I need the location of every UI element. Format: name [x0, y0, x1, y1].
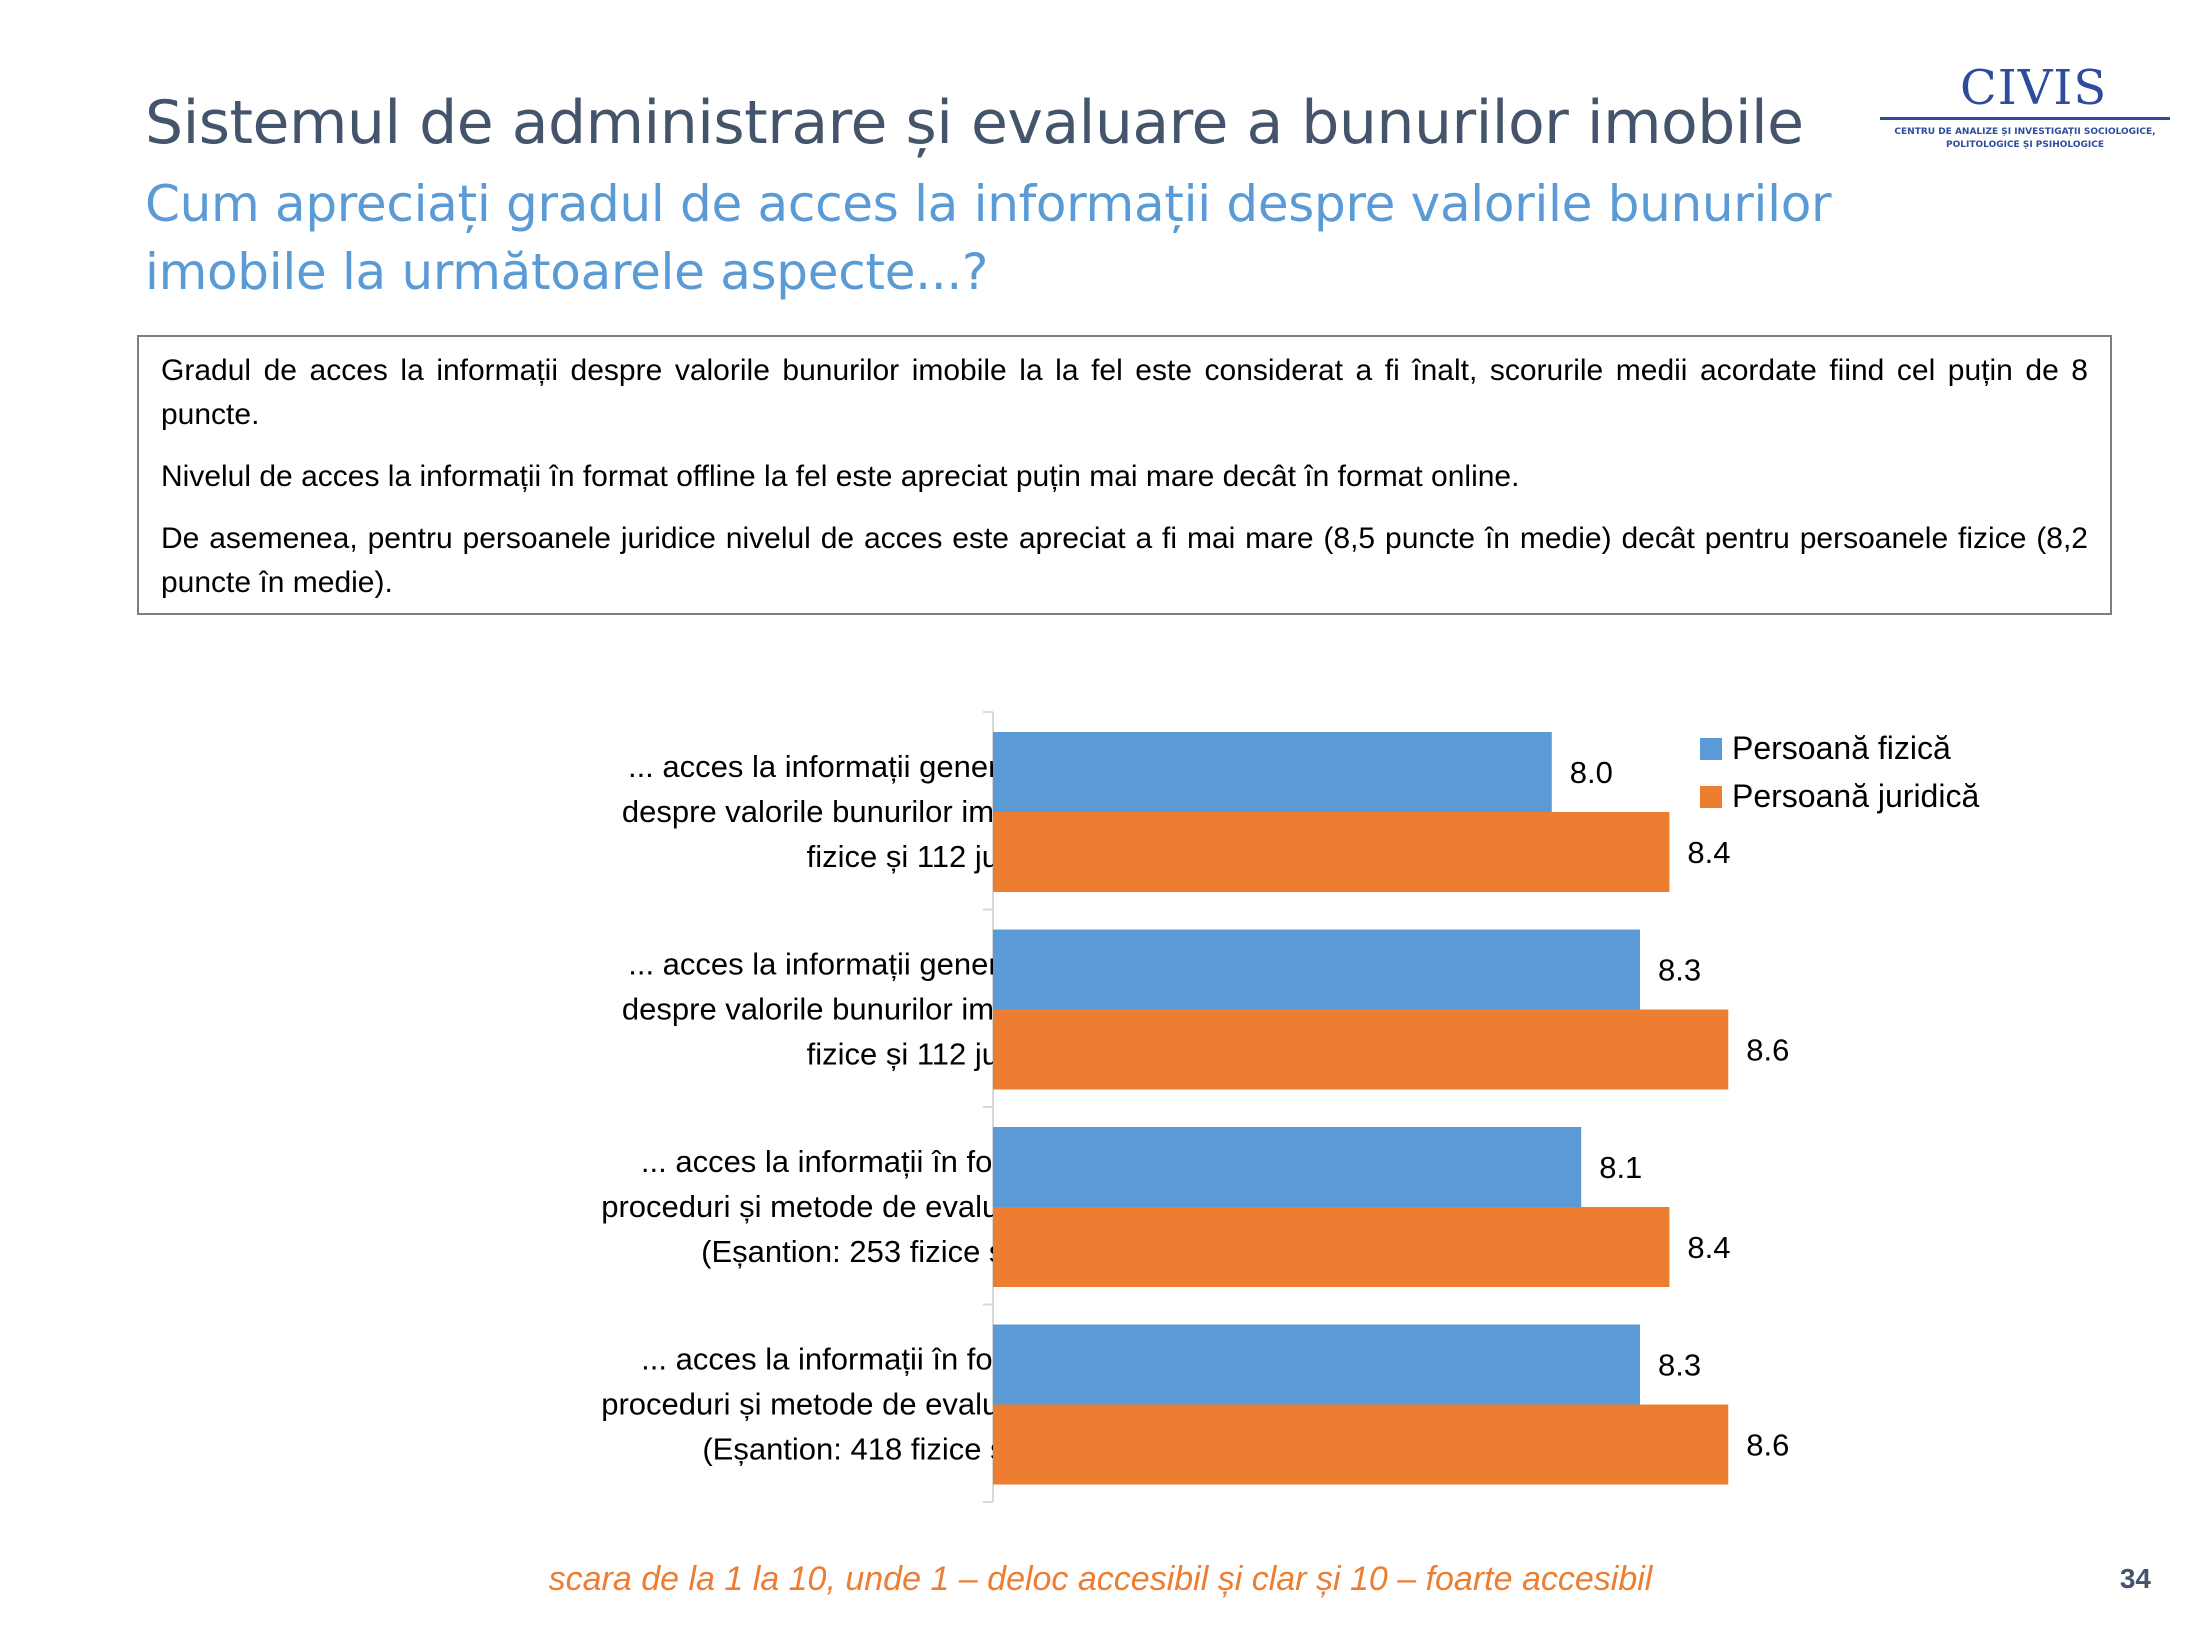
civis-logo: CIVIS CENTRU DE ANALIZE ȘI INVESTIGAȚII … — [1880, 60, 2170, 160]
data-label: 8.3 — [1658, 1348, 1701, 1383]
bar-fizica — [993, 732, 1552, 812]
data-label: 8.6 — [1746, 1428, 1789, 1463]
data-label: 8.6 — [1746, 1033, 1789, 1068]
bar-juridica — [993, 1207, 1670, 1287]
bar-chart: ... acces la informații generale în form… — [601, 711, 1979, 1503]
bar-fizica — [993, 1324, 1641, 1405]
summary-box: Gradul de acces la informații despre val… — [137, 335, 2112, 615]
data-label: 8.4 — [1687, 835, 1730, 870]
legend-label: Persoană fizică — [1732, 730, 1951, 766]
legend-swatch — [1700, 786, 1722, 808]
legend-label: Persoană juridică — [1732, 778, 1979, 814]
summary-paragraph-1: Gradul de acces la informații despre val… — [161, 354, 2088, 431]
logo-subtitle: CENTRU DE ANALIZE ȘI INVESTIGAȚII SOCIOL… — [1880, 126, 2170, 152]
data-label: 8.1 — [1599, 1150, 1642, 1185]
legend-swatch — [1700, 738, 1722, 760]
logo-subtitle-line1: CENTRU DE ANALIZE ȘI INVESTIGAȚII SOCIOL… — [1894, 127, 2156, 137]
data-label: 8.0 — [1570, 755, 1613, 790]
summary-paragraph-3: De asemenea, pentru persoanele juridice … — [161, 522, 2088, 599]
bar-juridica — [993, 1404, 1729, 1485]
slide-title: Sistemul de administrare și evaluare a b… — [145, 88, 1804, 158]
bar-juridica — [993, 812, 1670, 892]
logo-wordmark: CIVIS — [1960, 60, 2108, 116]
bar-juridica — [993, 1009, 1729, 1090]
summary-paragraph-2: Nivelul de acces la informații în format… — [161, 460, 1520, 493]
page-number: 34 — [2119, 1563, 2151, 1594]
bar-fizica — [993, 1127, 1582, 1207]
scale-footnote: scara de la 1 la 10, unde 1 – deloc acce… — [548, 1560, 1653, 1598]
data-label: 8.4 — [1687, 1230, 1730, 1265]
data-label: 8.3 — [1658, 953, 1701, 988]
slide-subtitle: Cum apreciați gradul de acces la informa… — [145, 175, 1832, 301]
logo-subtitle-line2: POLITOLOGICE ȘI PSIHOLOGICE — [1946, 140, 2104, 150]
logo-underline — [1880, 117, 2170, 120]
bar-fizica — [993, 929, 1641, 1010]
